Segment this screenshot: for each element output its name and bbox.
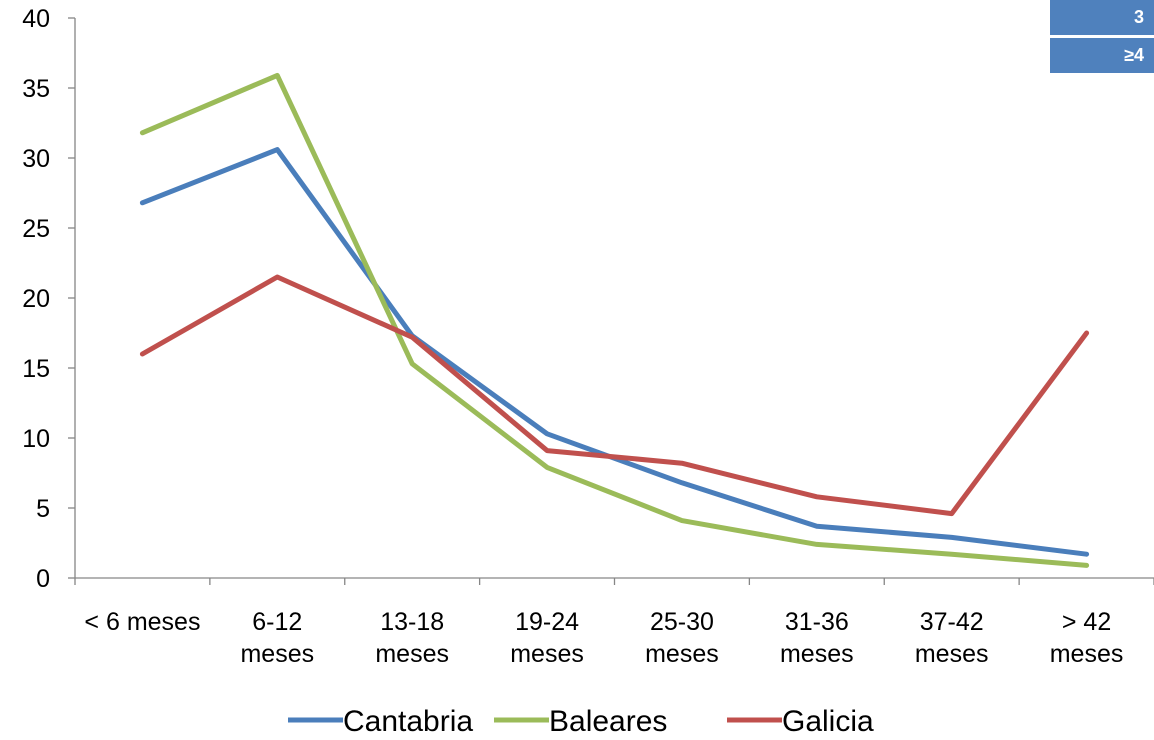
x-tick-label: > 42 meses (1050, 608, 1124, 668)
x-tick-label: 37-42 meses (915, 608, 989, 668)
x-tick-label: 31-36 meses (780, 608, 854, 668)
x-tick-label: 25-30 meses (645, 608, 719, 668)
y-axis: 0 5 10 15 20 25 30 35 40 (22, 5, 76, 593)
legend-label-baleares: Baleares (549, 705, 667, 738)
y-tick-label: 20 (22, 285, 50, 313)
y-tick-label: 0 (36, 565, 50, 593)
x-tick-label: 13-18 meses (375, 608, 449, 668)
series-layer (139, 72, 1090, 568)
y-tick-label: 15 (22, 355, 50, 383)
y-tick-label: 5 (36, 495, 50, 523)
series-line-baleares (139, 72, 1090, 568)
y-tick-label: 30 (22, 145, 50, 173)
legend-label-cantabria: Cantabria (343, 705, 473, 738)
series-line-galicia (139, 274, 1090, 517)
x-tick-label: < 6 meses (84, 608, 200, 636)
y-tick-label: 25 (22, 215, 50, 243)
x-axis: < 6 meses 6-12 meses 13-18 meses 19-24 meses 25… (74, 577, 1154, 668)
legend: Cantabria Baleares Galicia (288, 705, 874, 738)
badge-ge4: ≥4 (1050, 38, 1154, 73)
x-tick-label: 19-24 meses (510, 608, 584, 668)
y-tick-label: 10 (22, 425, 50, 453)
legend-label-galicia: Galicia (782, 705, 874, 738)
x-tick-label: 6-12 meses (240, 608, 314, 668)
badge-3: 3 (1050, 0, 1154, 35)
y-tick-label: 35 (22, 75, 50, 103)
y-tick-label: 40 (22, 5, 50, 33)
